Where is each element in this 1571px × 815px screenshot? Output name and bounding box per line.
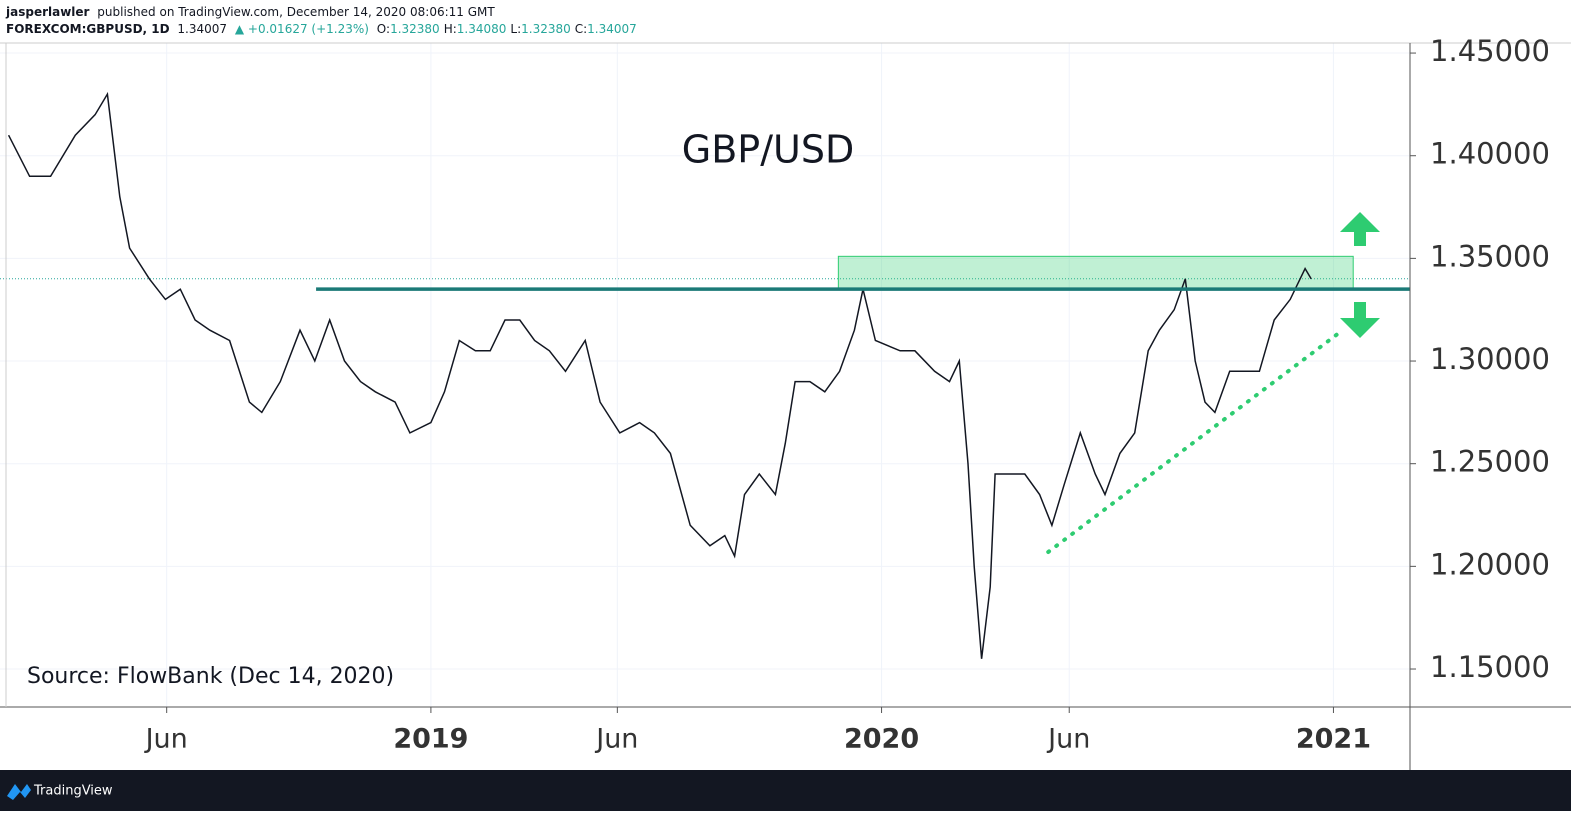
footer-bar (0, 770, 1571, 811)
y-tick-label: 1.30000 (1430, 342, 1550, 376)
y-tick-label: 1.20000 (1430, 547, 1550, 581)
ohlc-value: 1.32380 (521, 22, 571, 36)
grid (0, 43, 1410, 707)
y-tick-label: 1.35000 (1430, 239, 1550, 273)
y-tick-label: 1.45000 (1430, 34, 1550, 68)
x-tick-label: Jun (1046, 724, 1090, 755)
ohlc-value: 1.34080 (457, 22, 507, 36)
source-note: Source: FlowBank (Dec 14, 2020) (27, 664, 394, 689)
logo (7, 784, 31, 800)
publish-info: published on TradingView.com, December 1… (97, 5, 495, 19)
ohlc-label: C: (575, 22, 587, 36)
price-line (7, 91, 1312, 659)
x-tick-label: Jun (594, 724, 638, 755)
ohlc-value: 1.34007 (587, 22, 637, 36)
x-tick-label: Jun (144, 724, 188, 755)
x-tick-label: 2020 (844, 724, 919, 755)
last-price: 1.34007 (177, 22, 227, 36)
resistance-zone (837, 255, 1354, 290)
chart-title: GBP/USD (682, 128, 854, 172)
ohlc-label: L: (510, 22, 521, 36)
x-tick-label: 2021 (1296, 724, 1371, 755)
y-tick-label: 1.40000 (1430, 137, 1550, 171)
x-tick-label: 2019 (393, 724, 468, 755)
author: jasperlawler (5, 5, 90, 19)
publish-line: jasperlawler published on TradingView.co… (5, 5, 495, 19)
change: ▲ +0.01627 (+1.23%) (235, 22, 369, 36)
ohlc-label: O: (377, 22, 390, 36)
brand: TradingView (33, 784, 113, 799)
ohlc-label: H: (444, 22, 457, 36)
symbol: FOREXCOM:GBPUSD, 1D (6, 22, 170, 36)
plot (0, 91, 1410, 659)
y-tick-label: 1.15000 (1430, 650, 1550, 684)
y-tick-label: 1.25000 (1430, 445, 1550, 479)
trend-line (1046, 332, 1340, 554)
up-arrow (1340, 212, 1380, 246)
symbol-line: FOREXCOM:GBPUSD, 1D 1.34007 ▲ +0.01627 (… (6, 22, 637, 36)
down-arrow (1340, 302, 1380, 338)
ohlc-value: 1.32380 (390, 22, 440, 36)
